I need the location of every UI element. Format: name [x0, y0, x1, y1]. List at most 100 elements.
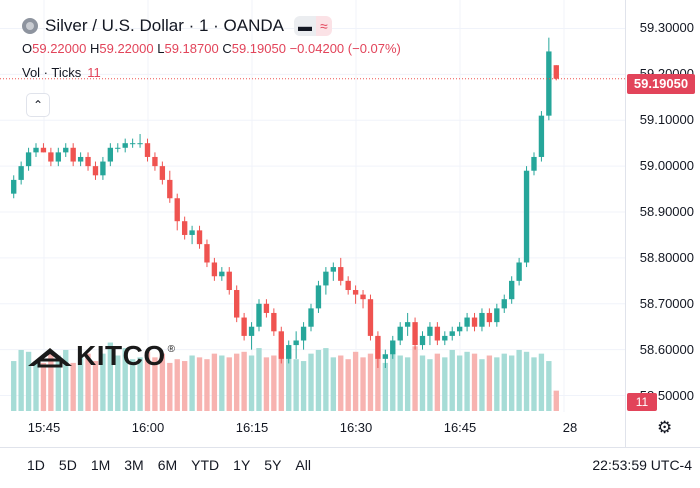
toolbar-divider	[0, 447, 700, 448]
volume-bar	[48, 351, 54, 411]
candle-body	[479, 312, 485, 327]
high-value: 59.22000	[99, 41, 154, 56]
candle-body	[501, 299, 507, 309]
candle-body	[278, 331, 284, 359]
last-price-tag: 59.19050	[627, 74, 695, 94]
candle-body	[330, 267, 336, 272]
last-volume-tag: 11	[627, 393, 657, 411]
collapse-legend-button[interactable]: ⌃	[26, 93, 50, 117]
range-button-ytd[interactable]: YTD	[191, 457, 220, 473]
volume-bar	[531, 357, 537, 411]
volume-bar	[300, 361, 307, 411]
candle	[352, 285, 359, 304]
time-range-selector[interactable]: 1D 5D 1M 3M 6M YTD 1Y 5Y All	[27, 457, 325, 473]
candle-body	[271, 312, 277, 332]
volume-bar	[241, 351, 247, 411]
candle	[167, 170, 173, 203]
volume-bar	[226, 357, 232, 411]
volume-bar	[256, 348, 262, 411]
candle	[137, 134, 143, 148]
candle	[48, 147, 54, 167]
close-label: C	[222, 41, 232, 56]
candle-body	[412, 322, 418, 346]
candle	[427, 322, 433, 346]
candle-body	[63, 147, 69, 153]
range-button-all[interactable]: All	[295, 457, 311, 473]
candle	[33, 143, 39, 157]
candle-body	[471, 317, 478, 327]
range-button-1y[interactable]: 1Y	[233, 457, 251, 473]
volume-bar	[174, 359, 180, 411]
candle	[256, 299, 262, 332]
candle	[456, 322, 463, 336]
candle	[464, 312, 470, 332]
volume-bar	[159, 353, 166, 411]
ohlc-readout: O59.22000 H59.22000 L59.18700 C59.19050 …	[22, 41, 401, 56]
bar-style-icon[interactable]: ▬	[294, 16, 316, 36]
volume-bar	[286, 353, 292, 411]
candle	[211, 257, 218, 281]
volume-bar	[449, 349, 455, 411]
candle-body	[100, 161, 106, 176]
volume-bar	[129, 359, 136, 411]
candle	[338, 257, 344, 286]
volume-bar	[523, 351, 530, 411]
volume-bar	[338, 355, 344, 411]
range-button-1d[interactable]: 1D	[27, 457, 45, 473]
volume-bar	[330, 357, 336, 411]
candle-body	[516, 262, 522, 281]
candle-body	[189, 230, 195, 235]
candle-body	[286, 345, 292, 359]
kitco-mark-icon	[28, 348, 72, 368]
volume-bar	[115, 355, 121, 411]
range-button-5y[interactable]: 5Y	[264, 457, 282, 473]
volume-bar	[427, 359, 433, 411]
symbol-title[interactable]: Silver / U.S. Dollar · 1 · OANDA	[45, 16, 284, 35]
volume-bar	[501, 353, 507, 411]
x-tick-label: 16:45	[443, 420, 477, 435]
range-button-5d[interactable]: 5D	[58, 457, 77, 473]
silver-icon	[22, 18, 38, 34]
candle	[449, 326, 455, 341]
candle	[486, 308, 493, 327]
candle-body	[442, 335, 448, 341]
volume-bar	[538, 353, 545, 411]
volume-bar	[204, 359, 210, 411]
candle	[92, 161, 99, 180]
candle	[18, 161, 24, 185]
candle	[546, 37, 552, 121]
candle-body	[263, 303, 270, 313]
x-tick-label: 28	[562, 420, 578, 435]
volume-legend[interactable]: Vol · Ticks 11	[22, 65, 101, 80]
volume-bar	[278, 349, 284, 411]
candle-body	[509, 280, 515, 300]
volume-bar	[25, 351, 32, 411]
kitco-wordmark: KITCO	[76, 340, 166, 371]
candle	[63, 143, 69, 157]
symbol-header[interactable]: Silver / U.S. Dollar · 1 · OANDA ▬ ≈	[22, 14, 332, 38]
candle-body	[137, 143, 143, 145]
wave-icon[interactable]: ≈	[316, 16, 332, 36]
candle-body	[546, 51, 552, 116]
candle-body	[144, 143, 151, 157]
candle-body	[70, 147, 76, 162]
candle-body	[55, 152, 61, 162]
range-button-6m[interactable]: 6M	[157, 457, 178, 473]
candle-body	[122, 143, 128, 148]
candle-body	[219, 271, 225, 277]
candle	[234, 285, 240, 323]
chart-type-pill[interactable]: ▬ ≈	[294, 16, 332, 36]
volume-bar	[11, 361, 17, 411]
candle-body	[226, 271, 232, 291]
volume-bar	[248, 355, 255, 411]
candle-body	[323, 271, 329, 286]
volume-bar	[271, 355, 277, 411]
y-tick-label: 58.80000	[639, 249, 694, 265]
candle	[55, 147, 61, 167]
range-button-3m[interactable]: 3M	[124, 457, 144, 473]
gear-icon[interactable]: ⚙	[657, 418, 673, 437]
range-button-1m[interactable]: 1M	[90, 457, 111, 473]
volume-bar	[397, 355, 403, 411]
candle-body	[538, 115, 545, 157]
